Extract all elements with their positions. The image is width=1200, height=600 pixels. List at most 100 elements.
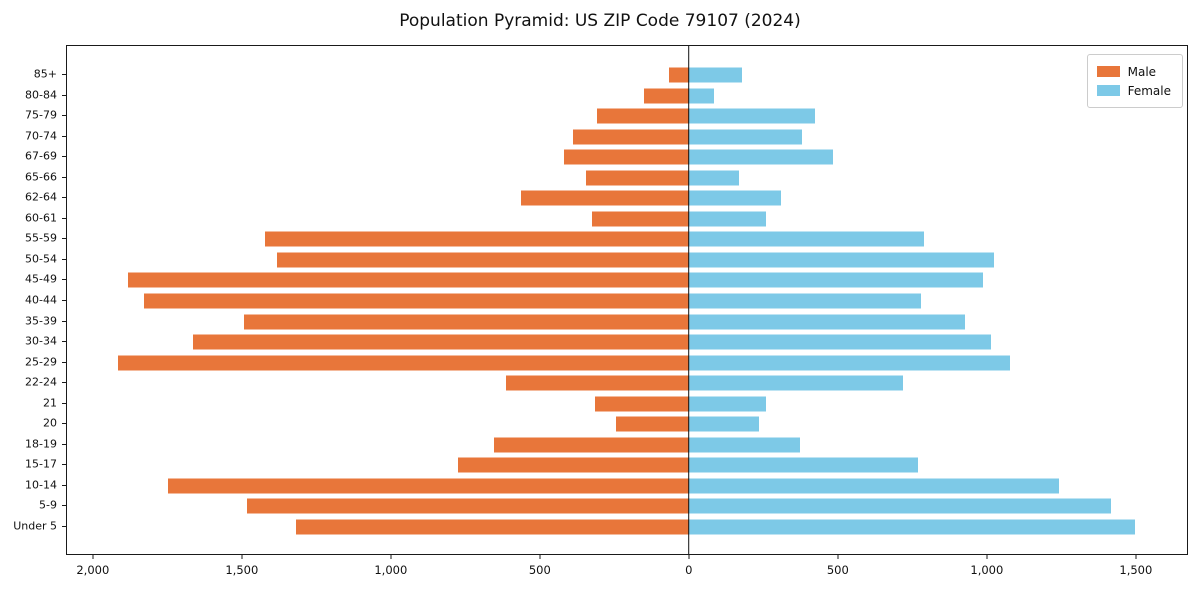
age-band-row bbox=[67, 352, 1187, 373]
y-tick-label: 18-19 bbox=[25, 437, 57, 451]
y-axis: 85+ 80-84 75-79 70-74 67-69 65-66 62-64 60-61 55… bbox=[0, 45, 66, 555]
male-bar bbox=[615, 416, 689, 432]
female-bar bbox=[688, 314, 966, 329]
y-tick-mark bbox=[62, 300, 66, 301]
female-bar bbox=[688, 129, 802, 145]
male-legend-swatch-icon bbox=[1096, 66, 1120, 77]
y-tick-mark bbox=[62, 402, 66, 404]
age-band-row bbox=[67, 434, 1187, 455]
female-bar bbox=[688, 293, 921, 309]
female-bar bbox=[688, 519, 1135, 535]
male-bar bbox=[246, 498, 689, 514]
y-tick-mark bbox=[62, 382, 66, 384]
female-bar bbox=[688, 88, 714, 104]
male-bar bbox=[644, 88, 689, 104]
y-tick-label: 25-29 bbox=[25, 355, 57, 369]
chart-title: Population Pyramid: US ZIP Code 79107 (2… bbox=[399, 11, 801, 31]
y-tick-label: 67-69 bbox=[25, 149, 57, 163]
female-bar bbox=[688, 498, 1112, 514]
y-tick-mark bbox=[62, 279, 66, 281]
age-band-row bbox=[67, 127, 1187, 148]
y-tick-label: 80-84 bbox=[25, 88, 57, 102]
x-tick-label: 500 bbox=[528, 563, 551, 577]
y-tick-mark bbox=[62, 341, 66, 343]
y-tick-label: 15-17 bbox=[25, 457, 57, 471]
age-band-row bbox=[67, 311, 1187, 332]
y-tick-label: 22-24 bbox=[25, 375, 57, 389]
x-tick-label: 2,000 bbox=[76, 563, 110, 577]
age-band-row bbox=[67, 168, 1187, 189]
y-tick-mark bbox=[62, 423, 66, 425]
age-band-row bbox=[67, 455, 1187, 476]
age-band-row bbox=[67, 475, 1187, 496]
y-tick-mark bbox=[62, 135, 66, 137]
x-tick-mark bbox=[837, 555, 839, 559]
male-bar bbox=[458, 457, 689, 473]
female-bar bbox=[688, 108, 816, 124]
legend-item-female: Female bbox=[1096, 81, 1171, 100]
x-tick-label: 1,500 bbox=[225, 563, 259, 577]
male-bar bbox=[264, 231, 689, 247]
female-bar bbox=[688, 375, 903, 391]
male-bar bbox=[296, 519, 689, 535]
x-tick-mark bbox=[92, 555, 94, 559]
y-tick-mark bbox=[62, 525, 66, 527]
y-tick-mark bbox=[62, 176, 66, 178]
male-bar bbox=[505, 375, 689, 391]
female-bar bbox=[688, 396, 767, 412]
zero-axis-line bbox=[687, 46, 690, 554]
female-legend-label: Female bbox=[1127, 83, 1171, 98]
x-tick-mark bbox=[241, 555, 243, 559]
y-tick-label: Under 5 bbox=[13, 519, 57, 533]
male-bar bbox=[520, 190, 689, 206]
y-tick-mark bbox=[62, 217, 66, 219]
x-tick-mark bbox=[688, 555, 690, 559]
y-tick-label: 70-74 bbox=[25, 129, 57, 143]
male-bar bbox=[563, 149, 689, 165]
y-tick-mark bbox=[62, 197, 66, 199]
x-tick-label: 500 bbox=[826, 563, 849, 577]
y-tick-label: 20 bbox=[43, 416, 57, 430]
age-band-row bbox=[67, 209, 1187, 230]
y-tick-mark bbox=[62, 238, 66, 240]
y-tick-label: 85+ bbox=[33, 67, 57, 81]
y-tick-mark bbox=[62, 258, 66, 260]
age-band-row bbox=[67, 373, 1187, 394]
x-tick-mark bbox=[539, 555, 541, 559]
male-bar bbox=[128, 272, 689, 288]
age-band-row bbox=[67, 270, 1187, 291]
male-bar bbox=[144, 293, 689, 309]
male-legend-label: Male bbox=[1127, 64, 1157, 79]
female-bar bbox=[688, 334, 991, 350]
female-bar bbox=[688, 252, 994, 268]
age-band-row bbox=[67, 332, 1187, 353]
female-bar bbox=[688, 231, 924, 247]
y-tick-label: 5-9 bbox=[39, 498, 57, 512]
y-tick-label: 55-59 bbox=[25, 231, 57, 245]
age-band-row bbox=[67, 65, 1187, 86]
y-tick-label: 40-44 bbox=[25, 293, 57, 307]
y-tick-mark bbox=[62, 94, 66, 96]
age-band-row bbox=[67, 250, 1187, 271]
x-tick-label: 1,000 bbox=[970, 563, 1004, 577]
age-band-row bbox=[67, 188, 1187, 209]
x-tick-label: 1,500 bbox=[1119, 563, 1153, 577]
age-band-row bbox=[67, 496, 1187, 517]
female-bar bbox=[688, 67, 743, 83]
y-tick-mark bbox=[62, 361, 66, 363]
female-bar bbox=[688, 416, 759, 432]
y-tick-mark bbox=[62, 484, 66, 486]
age-band-row bbox=[67, 86, 1187, 107]
male-bar bbox=[572, 129, 689, 145]
y-tick-mark bbox=[62, 464, 66, 466]
age-band-row bbox=[67, 414, 1187, 435]
y-tick-label: 62-64 bbox=[25, 190, 57, 204]
y-tick-label: 60-61 bbox=[25, 211, 57, 225]
male-bar bbox=[493, 437, 689, 453]
female-bar bbox=[688, 478, 1060, 494]
male-bar bbox=[276, 252, 689, 268]
female-legend-swatch-icon bbox=[1096, 85, 1120, 96]
male-bar bbox=[592, 211, 689, 227]
male-bar bbox=[193, 334, 689, 350]
female-bar bbox=[688, 149, 833, 165]
